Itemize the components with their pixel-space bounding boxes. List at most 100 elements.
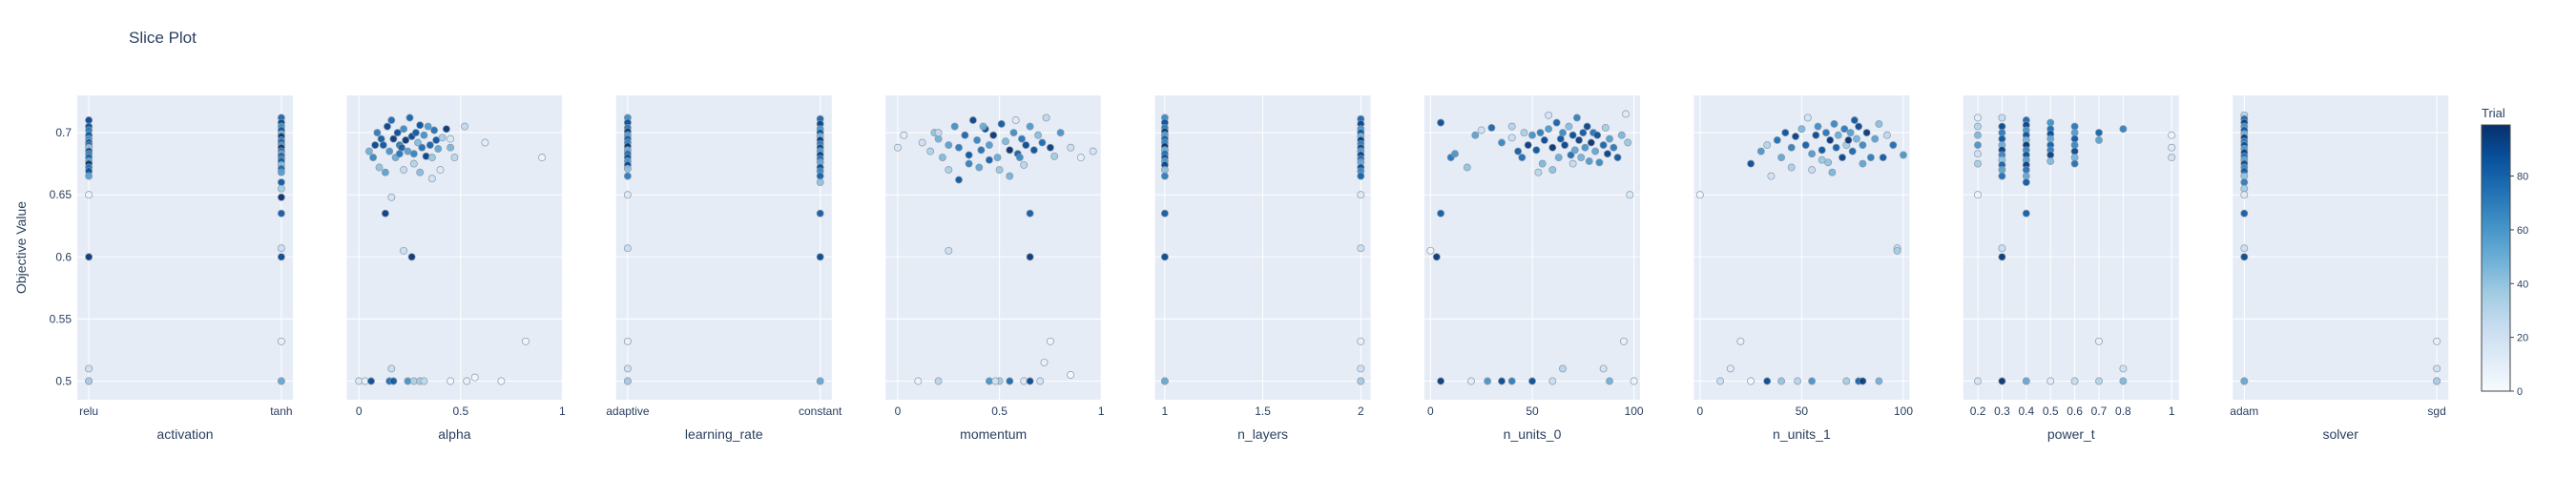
data-point: [426, 141, 434, 150]
data-point: [1006, 146, 1014, 155]
data-point: [2070, 154, 2079, 162]
data-point: [965, 151, 973, 159]
data-point: [1467, 377, 1475, 385]
data-point: [1998, 172, 2006, 180]
data-point: [2046, 118, 2055, 127]
data-point: [918, 138, 926, 147]
data-point: [945, 141, 953, 150]
data-point: [1498, 377, 1506, 385]
data-point: [961, 131, 969, 139]
data-point: [2095, 129, 2103, 137]
data-point: [1026, 253, 1034, 261]
data-point: [1974, 141, 1982, 150]
data-point: [2240, 209, 2249, 218]
data-point: [2070, 141, 2079, 150]
data-point: [277, 377, 285, 385]
data-point: [1463, 163, 1471, 172]
data-point: [379, 141, 387, 150]
data-point: [955, 176, 963, 184]
colorbar: [2481, 124, 2511, 392]
data-point: [277, 209, 285, 218]
data-point: [538, 154, 547, 162]
data-point: [1603, 150, 1611, 158]
data-point: [1781, 129, 1790, 137]
data-point: [1552, 118, 1561, 127]
data-point: [1716, 377, 1725, 385]
data-point: [1974, 377, 1982, 385]
data-point: [1507, 134, 1516, 142]
data-point: [2022, 377, 2030, 385]
data-point: [522, 337, 530, 345]
data-point: [1570, 146, 1579, 155]
data-point: [1855, 122, 1863, 131]
x-axis-title: activation: [156, 426, 213, 442]
data-point: [1160, 209, 1169, 218]
data-point: [1848, 147, 1857, 156]
data-point: [2022, 178, 2030, 187]
chart-title: Slice Plot: [129, 29, 197, 47]
data-point: [2070, 135, 2079, 143]
data-point: [1794, 377, 1802, 385]
x-axis-title: learning_rate: [685, 426, 763, 442]
data-point: [1900, 151, 1907, 159]
data-point: [1818, 146, 1826, 155]
data-point: [2240, 253, 2249, 261]
data-point: [438, 134, 447, 142]
data-point: [2095, 135, 2103, 144]
data-point: [1038, 138, 1047, 147]
data-point: [979, 122, 987, 131]
data-point: [1736, 337, 1745, 345]
data-point: [2240, 244, 2249, 253]
data-point: [993, 154, 1002, 162]
data-point: [1471, 131, 1480, 139]
data-point: [1583, 122, 1591, 131]
x-tick-label: 0.7: [2091, 404, 2108, 418]
x-tick-label: constant: [799, 404, 842, 418]
data-point: [2070, 122, 2079, 131]
data-point: [1797, 125, 1806, 134]
data-point: [1089, 147, 1097, 156]
data-point: [2070, 377, 2079, 385]
data-point: [1520, 129, 1528, 137]
data-point: [995, 166, 1004, 175]
data-point: [277, 337, 285, 345]
data-point: [1998, 135, 2006, 143]
data-point: [424, 122, 432, 131]
x-tick-label: 0.6: [2067, 404, 2083, 418]
data-point: [277, 253, 285, 261]
data-point: [1599, 364, 1608, 373]
data-point: [1591, 147, 1600, 156]
data-point: [430, 126, 439, 135]
data-point: [1357, 172, 1365, 180]
data-point: [1747, 159, 1755, 168]
data-point: [436, 166, 445, 175]
data-point: [1879, 154, 1887, 162]
data-point: [447, 143, 455, 152]
x-tick-label: relu: [79, 404, 98, 418]
data-point: [1828, 168, 1837, 176]
data-point: [447, 135, 455, 143]
colorbar-tick-label: 20: [2517, 333, 2528, 344]
data-point: [1536, 129, 1545, 137]
data-point: [1545, 125, 1553, 134]
data-point: [1567, 151, 1575, 159]
data-point: [900, 131, 908, 139]
data-point: [1026, 209, 1034, 218]
data-point: [1036, 377, 1045, 385]
data-point: [985, 141, 993, 150]
data-point: [381, 168, 389, 176]
data-point: [1432, 253, 1441, 261]
data-point: [1056, 129, 1065, 137]
data-point: [450, 154, 459, 162]
x-tick-label: 1.5: [1255, 404, 1271, 418]
data-point: [85, 377, 93, 385]
data-point: [373, 129, 382, 137]
data-point: [1050, 152, 1059, 160]
data-point: [623, 244, 632, 253]
data-point: [1826, 135, 1835, 144]
x-tick-label: 0.5: [452, 404, 468, 418]
data-point: [1844, 135, 1853, 144]
data-point: [934, 377, 943, 385]
data-point: [2240, 172, 2249, 180]
plot-area: [615, 95, 832, 400]
